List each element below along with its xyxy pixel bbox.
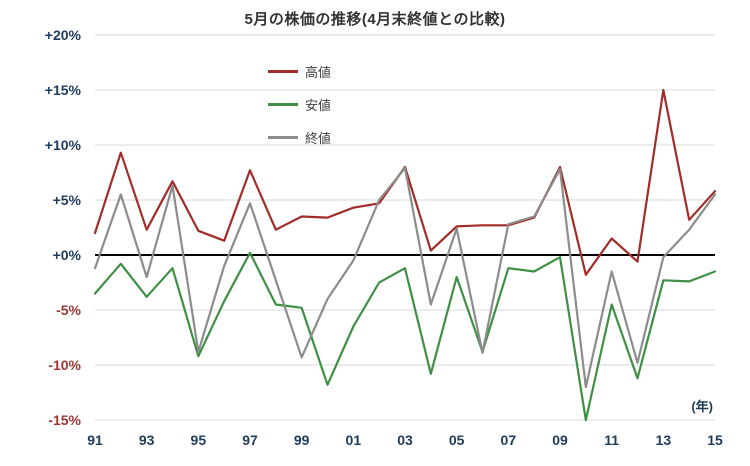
legend-line-swatch-high	[268, 69, 298, 73]
x-axis-tick-label: 15	[707, 432, 723, 448]
x-axis-unit-label: (年)	[691, 399, 713, 414]
legend-label-high: 高値	[305, 64, 332, 80]
y-axis-tick-label: +0%	[53, 247, 82, 263]
x-axis-tick-label: 09	[552, 432, 568, 448]
y-axis-tick-label: -15%	[48, 412, 81, 428]
y-axis-tick-label: +10%	[45, 137, 82, 153]
y-axis-tick-label: -10%	[48, 357, 81, 373]
x-axis-tick-label: 05	[449, 432, 465, 448]
legend-label-low: 安値	[305, 97, 332, 113]
x-axis-tick-label: 97	[242, 432, 258, 448]
legend-item-close: 終値	[268, 126, 331, 148]
chart-legend: 高値 安値 終値	[268, 60, 331, 159]
x-axis-tick-label: 01	[346, 432, 362, 448]
x-axis-tick-label: 07	[501, 432, 517, 448]
x-axis-tick-label: 91	[87, 432, 103, 448]
x-axis-tick-label: 13	[656, 432, 672, 448]
series-line-high	[93, 88, 717, 276]
x-axis-tick-label: 93	[139, 432, 155, 448]
legend-label-close: 終値	[305, 130, 332, 146]
x-axis-tick-label: 99	[294, 432, 310, 448]
x-axis-tick-label: 95	[191, 432, 207, 448]
y-axis-tick-label: +20%	[45, 27, 82, 43]
y-axis-tick-label: -5%	[56, 302, 81, 318]
y-axis-tick-label: +5%	[53, 192, 82, 208]
legend-line-swatch-close	[268, 135, 298, 139]
series-line-low	[93, 251, 717, 422]
x-axis-tick-label: 11	[604, 432, 619, 448]
legend-item-low: 安値	[268, 93, 331, 115]
legend-line-swatch-low	[268, 102, 298, 106]
chart-title: 5月の株価の推移(4月末終値との比較)	[244, 11, 506, 28]
y-axis-tick-label: +15%	[45, 82, 82, 98]
series-line-close	[93, 167, 717, 389]
legend-item-high: 高値	[268, 60, 331, 82]
x-axis-tick-label: 03	[397, 432, 413, 448]
